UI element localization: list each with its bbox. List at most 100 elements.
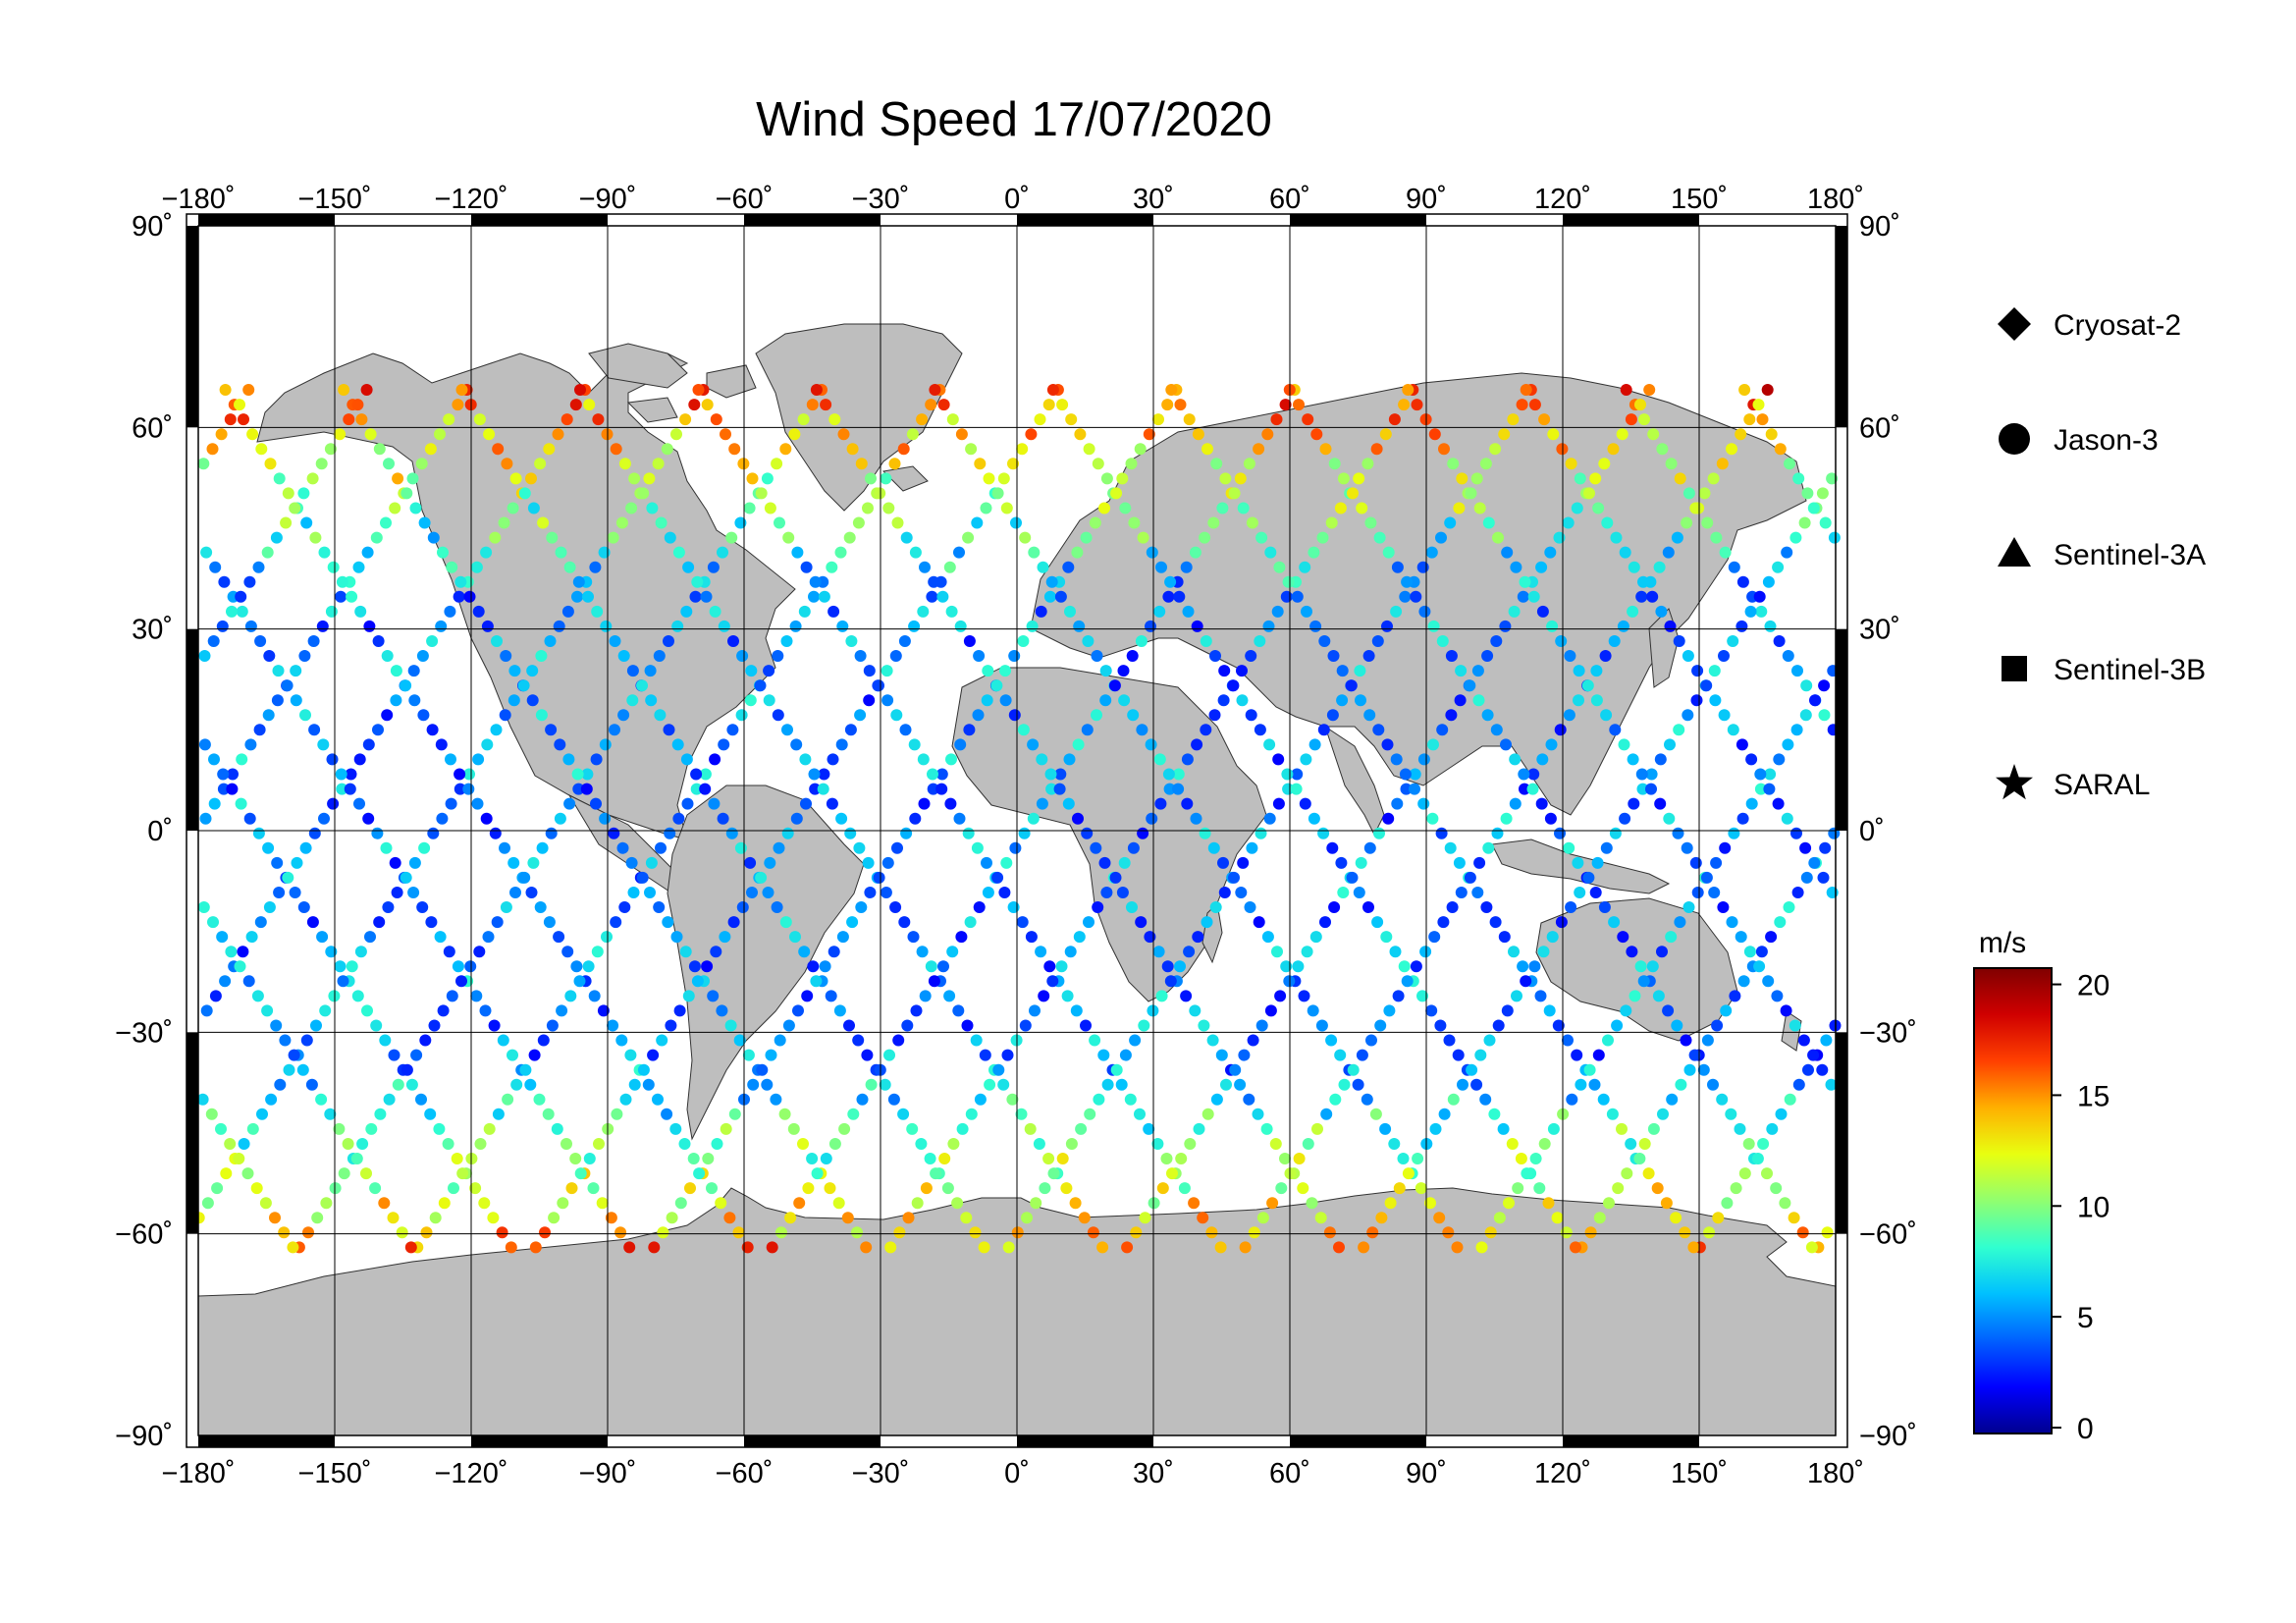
wind-measurement-point bbox=[537, 1034, 550, 1047]
wind-measurement-point bbox=[1817, 871, 1830, 884]
wind-measurement-point bbox=[1698, 487, 1711, 500]
wind-measurement-point bbox=[1634, 399, 1646, 411]
wind-measurement-point bbox=[1826, 472, 1839, 485]
wind-measurement-point bbox=[1782, 738, 1794, 751]
wind-measurement-point bbox=[1410, 960, 1422, 973]
wind-measurement-point bbox=[283, 1063, 295, 1076]
wind-measurement-point bbox=[529, 1241, 542, 1254]
wind-measurement-point bbox=[197, 901, 210, 913]
wind-measurement-point bbox=[282, 487, 294, 500]
wind-measurement-point bbox=[825, 990, 837, 1002]
frame-bar bbox=[1836, 628, 1847, 831]
wind-measurement-point bbox=[844, 724, 857, 736]
wind-measurement-point bbox=[1010, 516, 1022, 529]
wind-measurement-point bbox=[935, 768, 948, 781]
wind-measurement-point bbox=[806, 1153, 819, 1164]
wind-measurement-point bbox=[1090, 841, 1102, 854]
wind-measurement-point bbox=[1071, 546, 1084, 559]
wind-measurement-point bbox=[1620, 384, 1632, 396]
wind-measurement-point bbox=[471, 797, 484, 810]
wind-measurement-point bbox=[1375, 1212, 1388, 1224]
wind-measurement-point bbox=[1379, 428, 1392, 441]
wind-measurement-point bbox=[1145, 620, 1156, 632]
wind-measurement-point bbox=[1011, 1226, 1024, 1239]
wind-measurement-point bbox=[841, 1212, 854, 1224]
wind-measurement-point bbox=[500, 901, 512, 913]
wind-measurement-point bbox=[500, 650, 512, 662]
wind-measurement-point bbox=[892, 1034, 905, 1047]
wind-measurement-point bbox=[669, 1122, 682, 1135]
wind-measurement-point bbox=[1152, 413, 1164, 426]
wind-measurement-point bbox=[1553, 531, 1566, 544]
wind-measurement-point bbox=[1282, 575, 1295, 588]
wind-measurement-point bbox=[798, 605, 811, 618]
wind-measurement-point bbox=[727, 635, 739, 647]
wind-measurement-point bbox=[854, 650, 867, 662]
wind-measurement-point bbox=[234, 960, 246, 973]
wind-measurement-point bbox=[539, 1226, 551, 1239]
wind-measurement-point bbox=[252, 561, 265, 573]
wind-measurement-point bbox=[1781, 546, 1793, 559]
wind-measurement-point bbox=[1384, 1197, 1397, 1210]
wind-measurement-point bbox=[1764, 620, 1777, 632]
wind-measurement-point bbox=[818, 590, 830, 603]
wind-measurement-point bbox=[636, 871, 649, 884]
wind-measurement-point bbox=[1545, 738, 1558, 751]
wind-measurement-point bbox=[684, 1182, 696, 1195]
wind-measurement-point bbox=[316, 620, 329, 632]
wind-measurement-point bbox=[693, 1167, 706, 1180]
wind-measurement-point bbox=[1654, 797, 1667, 810]
wind-measurement-point bbox=[1000, 502, 1013, 514]
wind-measurement-point bbox=[1515, 1153, 1527, 1164]
wind-measurement-point bbox=[670, 428, 682, 441]
wind-measurement-point bbox=[243, 575, 256, 588]
wind-measurement-point bbox=[1072, 812, 1084, 825]
wind-measurement-point bbox=[998, 887, 1011, 898]
wind-measurement-point bbox=[926, 590, 938, 603]
wind-measurement-point bbox=[1080, 1019, 1092, 1032]
wind-measurement-point bbox=[1719, 841, 1732, 854]
wind-measurement-point bbox=[790, 738, 803, 751]
wind-measurement-point bbox=[355, 413, 368, 426]
wind-measurement-point bbox=[1201, 916, 1213, 929]
wind-measurement-point bbox=[682, 990, 695, 1002]
wind-measurement-point bbox=[1673, 635, 1685, 647]
wind-measurement-point bbox=[590, 797, 602, 810]
wind-measurement-point bbox=[234, 399, 245, 411]
wind-measurement-point bbox=[1617, 620, 1629, 632]
wind-measurement-point bbox=[742, 1049, 755, 1061]
wind-measurement-point bbox=[1409, 768, 1421, 781]
wind-measurement-point bbox=[1736, 575, 1749, 588]
wind-measurement-point bbox=[624, 1049, 637, 1061]
wind-measurement-point bbox=[1628, 797, 1640, 810]
wind-measurement-point bbox=[690, 768, 703, 781]
wind-measurement-point bbox=[1015, 1108, 1028, 1120]
wind-measurement-point bbox=[780, 635, 793, 647]
wind-measurement-point bbox=[1664, 738, 1676, 751]
wind-measurement-point bbox=[1606, 1108, 1619, 1120]
wind-measurement-point bbox=[1081, 724, 1094, 736]
wind-measurement-point bbox=[1062, 797, 1075, 810]
wind-measurement-point bbox=[1253, 916, 1265, 929]
wind-measurement-point bbox=[1444, 516, 1457, 529]
wind-measurement-point bbox=[1137, 827, 1149, 839]
wind-measurement-point bbox=[563, 797, 576, 810]
wind-measurement-point bbox=[1761, 384, 1774, 396]
wind-measurement-point bbox=[554, 812, 566, 825]
frame-bar bbox=[198, 1435, 335, 1447]
wind-measurement-point bbox=[1592, 1049, 1605, 1061]
wind-measurement-point bbox=[1601, 516, 1614, 529]
wind-measurement-point bbox=[1655, 605, 1668, 618]
wind-measurement-point bbox=[324, 1108, 337, 1120]
wind-measurement-point bbox=[329, 1182, 342, 1195]
wind-measurement-point bbox=[406, 472, 419, 485]
wind-measurement-point bbox=[910, 1004, 923, 1017]
wind-measurement-point bbox=[219, 384, 232, 396]
wind-measurement-point bbox=[418, 841, 431, 854]
wind-measurement-point bbox=[1657, 1108, 1669, 1120]
wind-measurement-point bbox=[319, 1004, 332, 1017]
wind-measurement-point bbox=[916, 946, 929, 958]
wind-measurement-point bbox=[855, 901, 868, 913]
wind-measurement-point bbox=[908, 620, 921, 632]
